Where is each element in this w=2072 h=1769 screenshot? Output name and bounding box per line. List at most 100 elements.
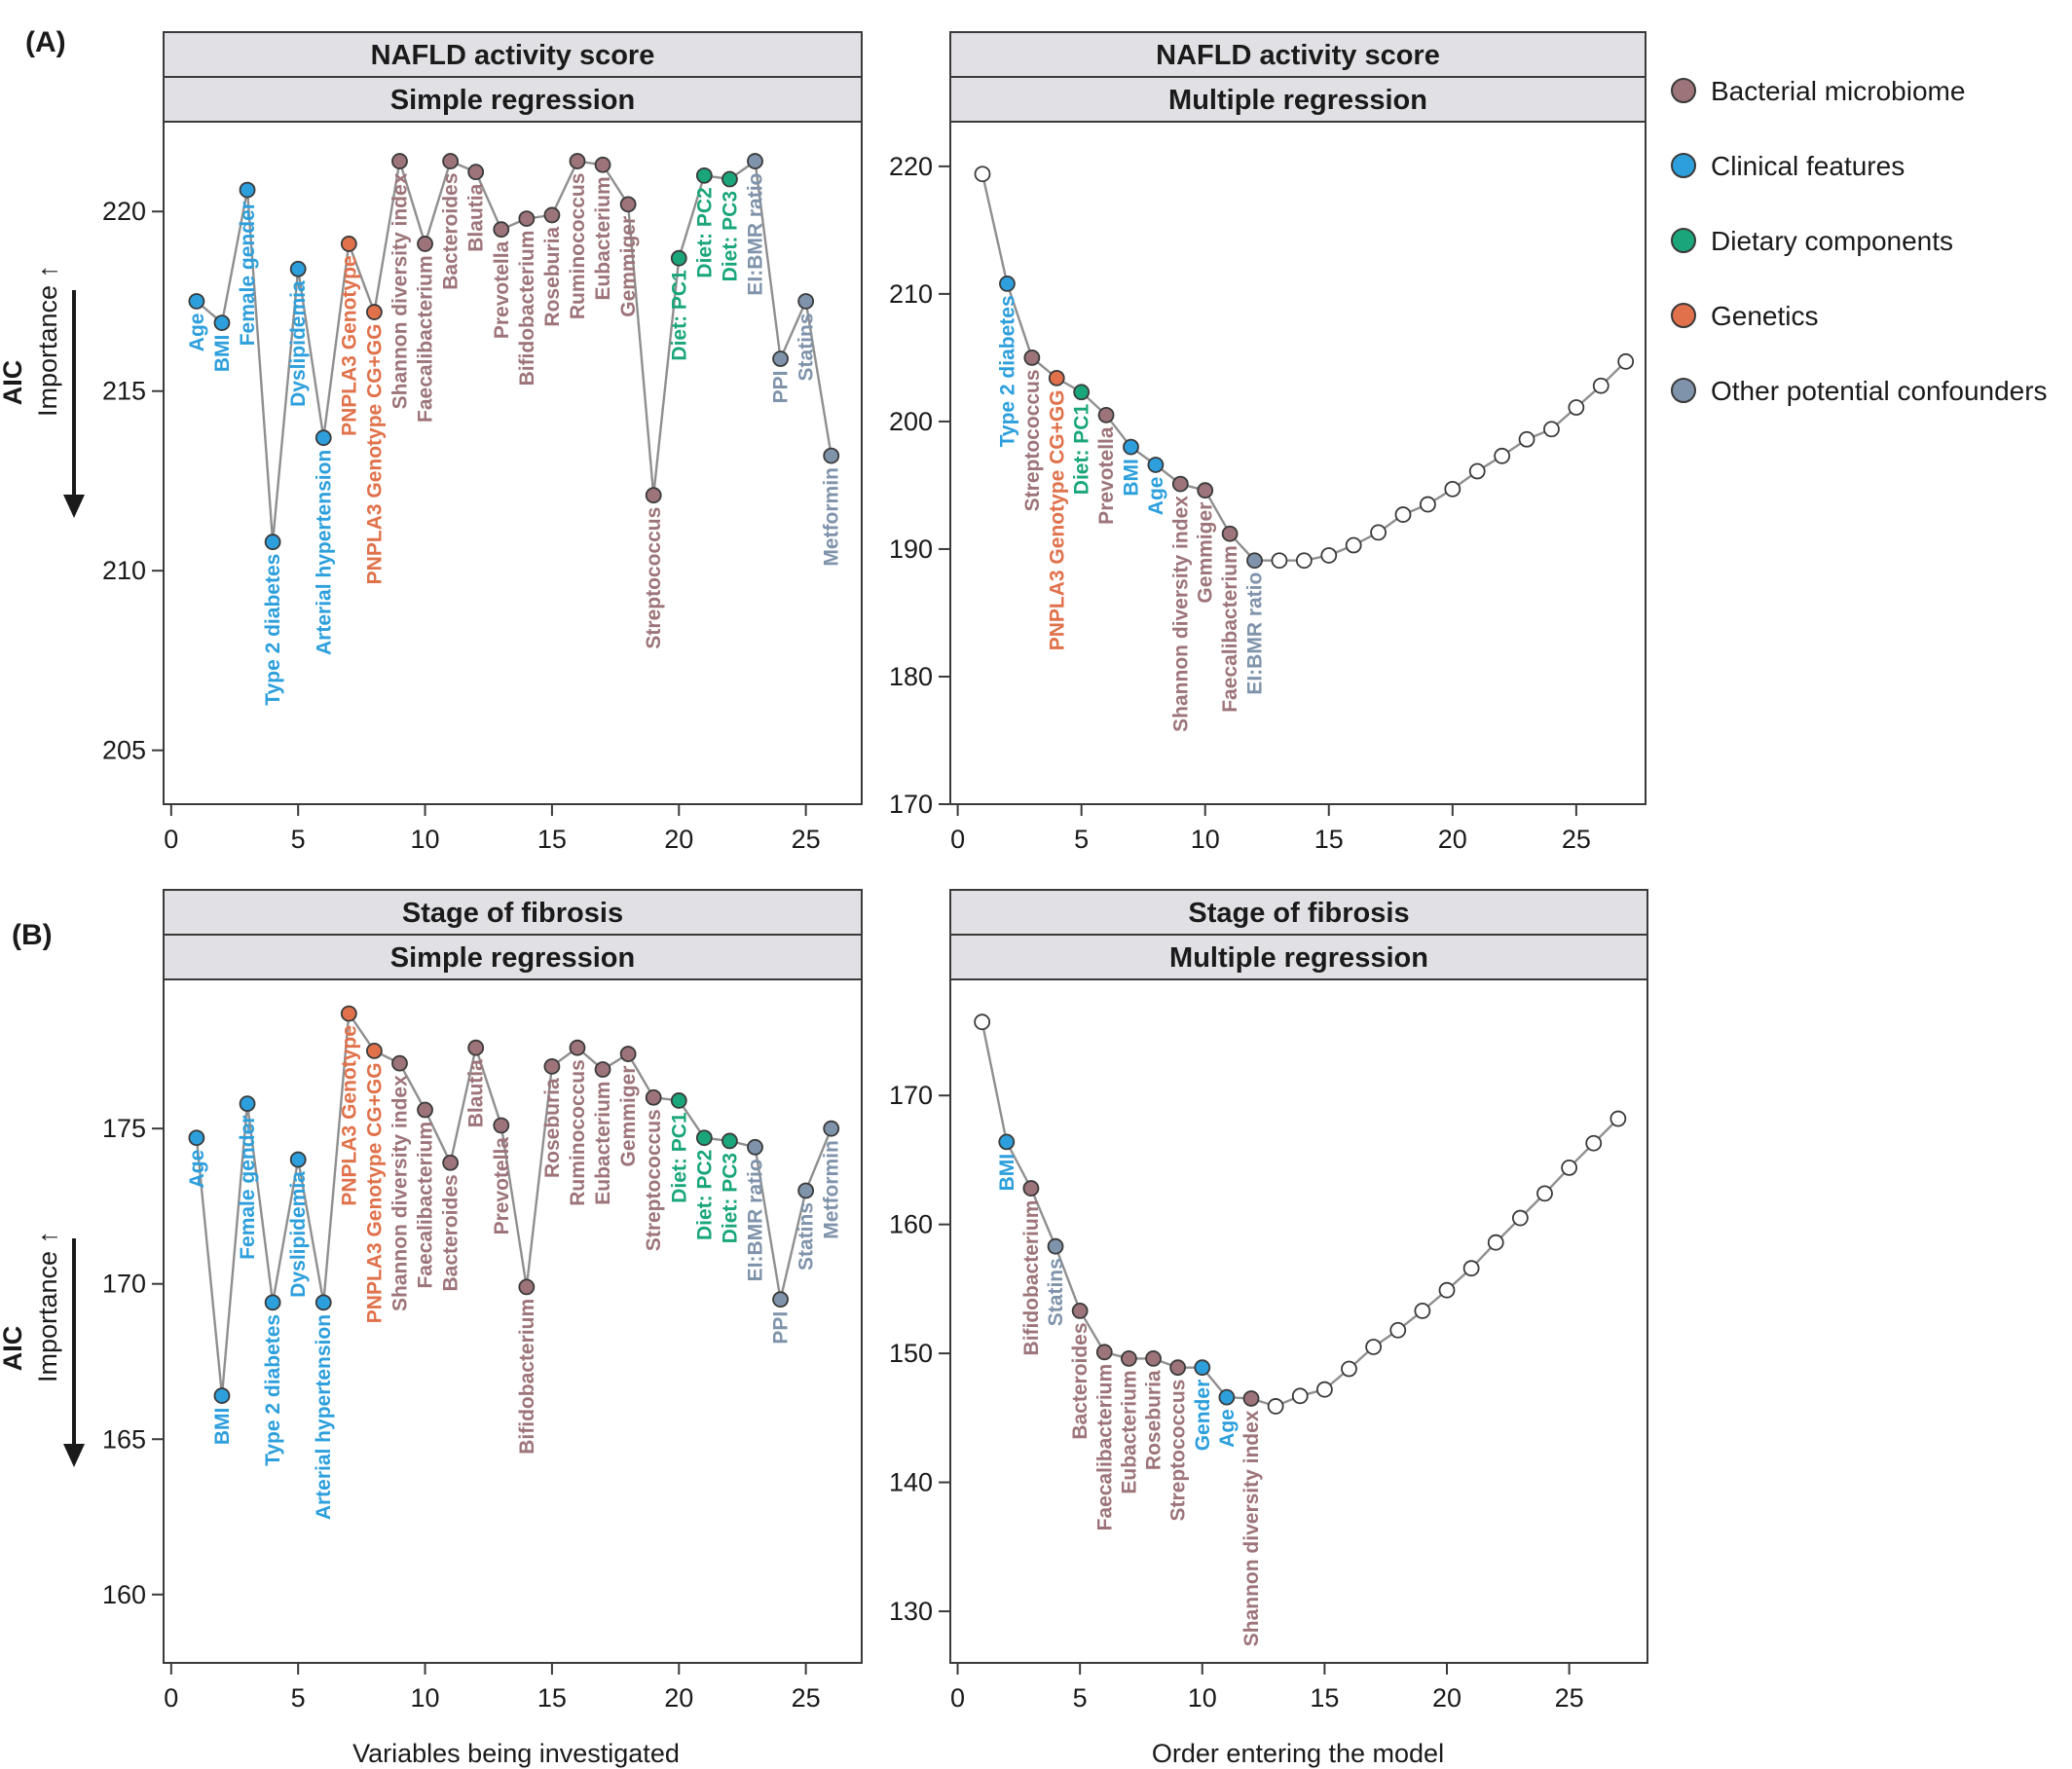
point-label: Statins [796,313,818,381]
point-label: Prevotella [1095,426,1118,525]
data-point [1315,1381,1333,1398]
panel-a-multiple: NAFLD activity score Multiple regression 1… [889,31,1646,854]
panel-letter: (A) [25,26,66,58]
x-tick-label: 15 [1310,1683,1339,1713]
point-label: PNPLA3 Genotype CG+GG [1046,389,1068,650]
x-tick-label: 15 [537,825,567,854]
data-point [391,153,408,169]
x-tick-label: 10 [1188,1683,1217,1713]
data-point [1487,1234,1504,1251]
importance-arrow-b [63,1238,85,1467]
point-label: Prevotella [491,1137,513,1235]
x-tick-label: 25 [1555,1683,1584,1713]
data-point [1047,1237,1064,1255]
x-tick-label: 0 [950,825,965,854]
data-point [1518,430,1536,448]
data-point [442,1154,460,1171]
data-point [1543,421,1560,438]
strip-top-label: NAFLD activity score [371,40,655,71]
data-point [289,1151,307,1168]
point-label: Arterial hypertension [313,1314,335,1520]
y-tick-label: 180 [889,662,933,691]
y-tick-label: 170 [889,1081,933,1110]
point-label: Statins [796,1202,818,1271]
legend-swatch [1671,378,1696,403]
point-label: BMI [996,1154,1018,1192]
data-point [1468,462,1486,480]
data-point [797,293,815,310]
legend-label: Other potential confounders [1711,376,2048,406]
y-tick-label: 220 [102,197,146,226]
data-point [1444,480,1462,498]
data-point [772,1291,789,1308]
data-point [493,221,510,239]
point-label: Roseburia [541,1078,564,1178]
data-point [1022,1180,1040,1197]
data-point [695,1129,713,1147]
x-tick-label: 20 [664,1683,693,1713]
legend-item: Bacterial microbiome [1671,76,1965,106]
point-label: Age [186,313,208,352]
data-point [1341,1360,1357,1378]
data-point [1023,350,1041,366]
plot-frame [949,121,1646,805]
legend-label: Bacterial microbiome [1711,76,1965,106]
point-label: BMI [1121,459,1143,497]
y-tick-label: 130 [889,1597,933,1626]
point-label: PPI [770,371,793,404]
y-tick-label: 160 [102,1580,146,1609]
x-tick-label: 15 [537,1683,567,1713]
legend-label: Clinical features [1711,151,1905,181]
point-label: Metformin [821,467,843,566]
y-tick-label: 220 [889,152,933,181]
point-label: Diet: PC2 [693,1150,716,1240]
point-label: Diet: PC1 [1071,404,1093,496]
data-point [1073,384,1091,401]
strip-top-label: Stage of fibrosis [402,898,623,929]
data-point [340,1005,357,1022]
x-tick-label: 10 [411,1683,440,1713]
point-label: EI:BMR ratio [744,173,766,296]
x-tick-label: 20 [1432,1683,1462,1713]
y-tick-label: 215 [102,377,146,406]
point-label: Streptococcus [1021,369,1044,511]
data-point [289,260,307,277]
data-point [594,1061,611,1078]
y-tick-label: 150 [889,1339,933,1368]
strip-top: Stage of fibrosis [949,889,1648,936]
data-point [1585,1134,1603,1152]
strip-bottom: Multiple regression [949,76,1646,123]
strip-top-label: Stage of fibrosis [1188,898,1409,929]
data-point [1194,1359,1211,1377]
data-point [417,236,433,252]
data-point [1617,352,1635,370]
point-label: Shannon diversity index [1240,1410,1263,1646]
data-point [619,196,637,213]
data-point [417,1101,433,1119]
point-label: Shannon diversity index [388,172,411,409]
data-point [974,1013,991,1031]
data-point [188,1129,205,1147]
point-label: Type 2 diabetes [996,295,1018,447]
y-axis-title-b: AIC [0,1326,27,1372]
y-tick-label: 190 [889,534,933,564]
plot-frame [163,121,863,805]
strip-bottom-label: Multiple regression [1168,85,1427,116]
point-label: Eubacterium [592,176,614,300]
data-point [1320,547,1338,564]
y-tick-label: 210 [102,556,146,585]
strip-bottom-label: Multiple regression [1169,942,1428,974]
data-point [391,1054,408,1072]
legend-item: Clinical features [1671,151,1905,181]
point-label: Gemmiger [617,1066,640,1167]
x-tick-label: 5 [291,825,306,854]
data-point [213,1387,231,1404]
x-tick-label: 5 [1074,825,1089,854]
data-point [1511,1209,1529,1227]
point-label: Bifidobacterium [516,231,538,387]
point-label: PNPLA3 Genotype [338,255,360,436]
point-label: BMI [211,335,234,373]
data-point [1561,1159,1578,1176]
data-point [594,156,611,173]
